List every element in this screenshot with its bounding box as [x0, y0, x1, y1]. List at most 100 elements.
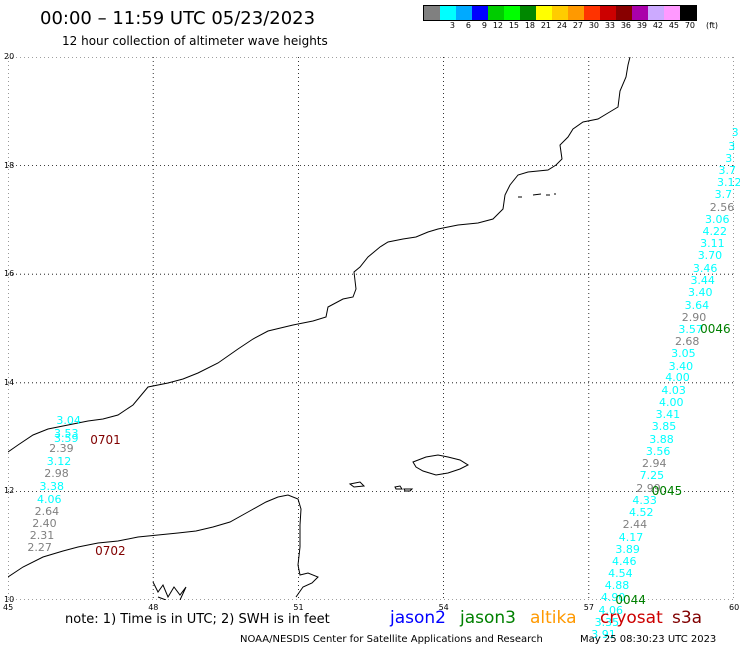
- wave-height-label: 4.06: [37, 492, 62, 506]
- lon-tick-label: 51: [293, 603, 304, 612]
- lat-tick-label: 20: [4, 52, 15, 61]
- satellite-s3a: s3a: [672, 608, 703, 628]
- wave-height-label: 2.68: [674, 335, 700, 349]
- wave-height-label: 3.7: [718, 164, 737, 178]
- wave-height-label: 3.05: [671, 347, 696, 361]
- legend-swatch: [440, 6, 456, 20]
- wave-height-label: 3.04: [56, 413, 81, 427]
- wave-height-label: 3.7: [714, 188, 733, 202]
- legend-value: 42: [652, 21, 663, 30]
- islet-2: [394, 485, 403, 490]
- wave-height-label: 3: [725, 152, 733, 166]
- wave-height-label: 2.98: [44, 467, 69, 481]
- wave-height-label: 3.35: [594, 615, 620, 629]
- wave-height-label: 3.44: [690, 273, 715, 287]
- legend-unit: (ft): [706, 21, 719, 30]
- color-legend: [423, 5, 697, 21]
- wave-height-label: 2.90: [681, 310, 707, 324]
- wave-height-label: 3.57: [678, 322, 703, 336]
- lat-lon-grid: [8, 57, 734, 600]
- legend-swatch: [616, 6, 632, 20]
- wave-height-label: 3.56: [645, 444, 671, 458]
- wave-height-label: 3.40: [668, 359, 694, 373]
- wave-height-label: 3.06: [704, 212, 730, 226]
- legend-value: 9: [481, 21, 487, 30]
- wave-height-label: 4.33: [632, 494, 657, 508]
- wave-height-label: 3.89: [615, 542, 640, 556]
- legend-swatch: [600, 6, 616, 20]
- map-title: 00:00 – 11:59 UTC 05/23/2023: [40, 8, 316, 29]
- legend-swatch: [664, 6, 680, 20]
- lon-tick-label: 60: [729, 603, 740, 612]
- lat-tick-label: 18: [4, 160, 15, 170]
- wave-height-label: 2.31: [29, 529, 55, 543]
- legend-value: 39: [636, 21, 647, 30]
- pass-id-label: 0045: [651, 484, 683, 499]
- legend-swatch: [424, 6, 440, 20]
- legend-value: 18: [524, 21, 535, 30]
- horn-fragment: [152, 581, 187, 600]
- pass-id-label: 0044: [615, 593, 646, 607]
- legend-swatch: [504, 6, 520, 20]
- wave-height-label: 3.12: [717, 175, 740, 189]
- wave-height-label: 7.25: [639, 469, 665, 483]
- wave-height-label: 4.00: [658, 396, 684, 410]
- wave-height-label: 2.99: [636, 481, 661, 495]
- wave-height-label: 4.03: [661, 383, 686, 397]
- wave-height-label: 3: [728, 139, 736, 153]
- wave-height-label: 4.46: [612, 554, 637, 568]
- wave-height-label: 3.85: [651, 420, 677, 434]
- legend-value: 30: [588, 21, 599, 30]
- wave-height-label: 2.64: [34, 505, 60, 519]
- legend-value: 15: [508, 21, 519, 30]
- wave-height-label: 4.52: [628, 506, 654, 520]
- wave-height-label: 2.94: [642, 457, 667, 471]
- wave-height-label: 3.70: [697, 249, 723, 263]
- units-note: note: 1) Time is in UTC; 2) SWH is in fe…: [65, 612, 330, 627]
- legend-value: 36: [620, 21, 631, 30]
- legend-swatch: [520, 6, 536, 20]
- wave-height-label: 4.06: [598, 603, 623, 617]
- islet-3: [403, 488, 414, 492]
- legend-swatch: [456, 6, 472, 20]
- lat-tick-label: 16: [4, 269, 15, 279]
- arabia-coast: [8, 57, 631, 453]
- legend-swatch: [648, 6, 664, 20]
- pass-id-label: 0046: [700, 321, 731, 336]
- wave-height-label: 3.53: [53, 427, 79, 441]
- wave-height-label: 2.40: [32, 516, 57, 530]
- legend-value: 33: [604, 21, 615, 30]
- socotra-island: [412, 454, 470, 476]
- wave-height-label: 3.38: [39, 480, 64, 494]
- generated-timestamp: May 25 08:30:23 UTC 2023: [580, 634, 717, 645]
- wave-height-label: 2.44: [622, 518, 648, 532]
- wave-height-label: 3: [731, 126, 739, 140]
- legend-value: 24: [556, 21, 567, 30]
- satellite-jason2: jason2: [390, 608, 446, 628]
- satellite-jason3: jason3: [460, 608, 516, 628]
- legend-value: 45: [668, 21, 679, 30]
- legend-value: [423, 21, 439, 30]
- wave-height-label: 2.27: [27, 541, 52, 555]
- legend-swatch: [488, 6, 504, 20]
- kuria-islets: [518, 193, 556, 198]
- map-subtitle: 12 hour collection of altimeter wave hei…: [62, 34, 328, 48]
- wave-height-label: 3.91: [591, 628, 616, 642]
- islet-1: [348, 481, 366, 488]
- legend-value: 27: [572, 21, 583, 30]
- wave-height-label: 3.64: [684, 298, 710, 312]
- pass-id-label: 0701: [90, 432, 121, 447]
- lon-tick-label: 54: [438, 603, 449, 612]
- legend-value: 12: [492, 21, 503, 30]
- wave-height-label: 3.46: [692, 261, 718, 275]
- wave-height-label: 4.88: [604, 579, 630, 593]
- legend-labels: 3 6 9 12 15 18 21 24 27 30 33 36 39 42 45 70: [423, 21, 695, 30]
- wave-height-label: 4.22: [702, 224, 728, 238]
- legend-swatch: [632, 6, 648, 20]
- wave-height-label: 3.11: [700, 237, 725, 251]
- somalia-coast: [8, 494, 319, 598]
- wave-height-label: 3.12: [46, 454, 72, 468]
- satellite-altika: altika: [530, 608, 577, 628]
- satellite-cryosat: cryosat: [600, 608, 663, 628]
- map-area[interactable]: 3.04 3.53 3.59 2.39 3.12 2.98 3.38 4.06 2.64 2.40…: [8, 57, 740, 640]
